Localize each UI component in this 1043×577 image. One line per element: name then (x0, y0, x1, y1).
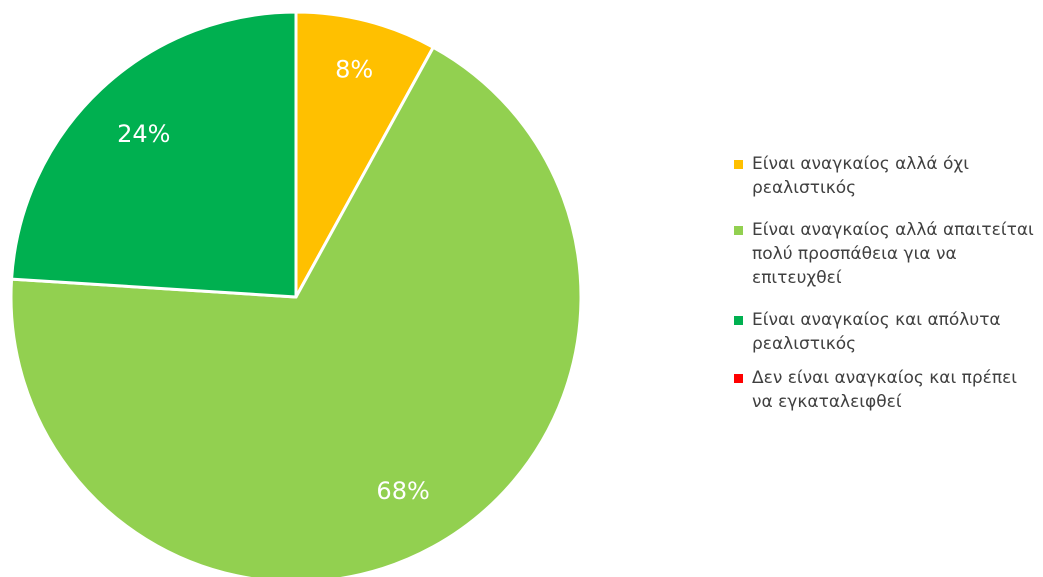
legend-swatch (734, 374, 743, 383)
legend-item-necessary-unrealistic: Είναι αναγκαίος αλλά όχι ρεαλιστικός (734, 152, 1039, 200)
pie-slice-2 (10, 10, 298, 299)
pie-data-label-0: 8% (335, 56, 373, 84)
legend-item-not-necessary: Δεν είναι αναγκαίος και πρέπει να εγκατα… (734, 366, 1039, 414)
pie-chart-plot: 8% 68% 24% (9, 10, 583, 577)
pie-data-label-1: 68% (376, 477, 429, 505)
legend-label: Είναι αναγκαίος αλλά όχι ρεαλιστικός (752, 154, 969, 198)
pie-slice-0 (294, 10, 435, 299)
legend-label: Είναι αναγκαίος και απόλυτα ρεαλιστικός (752, 310, 1001, 354)
pie-data-label-2: 24% (117, 120, 170, 148)
legend-label: Είναι αναγκαίος αλλά απαιτείται πολύ προ… (752, 220, 1034, 288)
legend-swatch (734, 160, 743, 169)
pie-slice-1 (9, 45, 583, 577)
chart-legend: Είναι αναγκαίος αλλά όχι ρεαλιστικός Είν… (734, 152, 1039, 432)
legend-item-necessary-realistic: Είναι αναγκαίος και απόλυτα ρεαλιστικός (734, 308, 1039, 356)
legend-swatch (734, 226, 743, 235)
legend-item-necessary-hard: Είναι αναγκαίος αλλά απαιτείται πολύ προ… (734, 218, 1039, 290)
legend-label: Δεν είναι αναγκαίος και πρέπει να εγκατα… (752, 368, 1018, 412)
legend-swatch (734, 316, 743, 325)
